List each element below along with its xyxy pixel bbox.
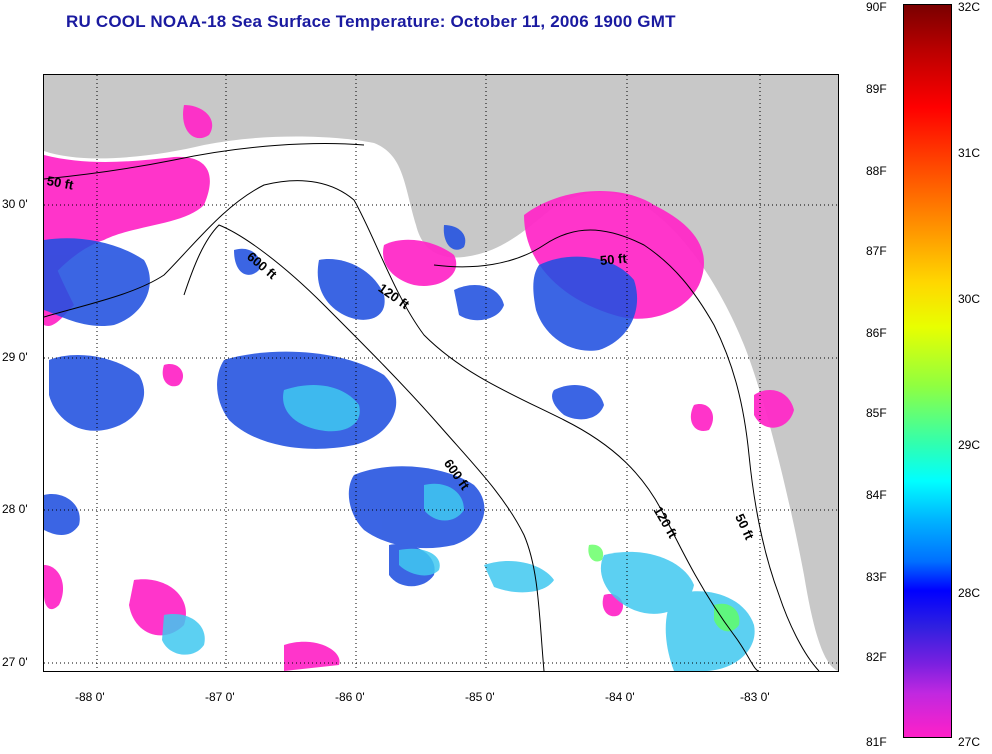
- colorbar-f-88: 88F: [866, 164, 887, 178]
- colorbar-f-81: 81F: [866, 735, 887, 749]
- lon-label-87: -87 0': [205, 690, 235, 704]
- lon-label-84: -84 0': [605, 690, 635, 704]
- colorbar: [903, 4, 952, 738]
- colorbar-c-28: 28C: [958, 586, 981, 600]
- colorbar-f-85: 85F: [866, 406, 887, 420]
- contour-label-50ft-east: 50 ft: [599, 250, 628, 268]
- colorbar-f-84: 84F: [866, 488, 887, 502]
- colorbar-f-89: 89F: [866, 82, 887, 96]
- lon-label-88: -88 0': [75, 690, 105, 704]
- chart-title: RU COOL NOAA-18 Sea Surface Temperature:…: [66, 12, 676, 31]
- lat-label-28: 28 0': [2, 502, 28, 516]
- contour-120ft: [44, 180, 760, 671]
- lat-label-29: 29 0': [2, 350, 28, 364]
- sst-29c-patches: [162, 385, 755, 671]
- contour-50ft-east: [433, 229, 820, 671]
- graticule: [44, 75, 838, 671]
- colorbar-f-87: 87F: [866, 244, 887, 258]
- colorbar-f-86: 86F: [866, 326, 887, 340]
- lat-label-27: 27 0': [2, 655, 28, 669]
- contour-600ft: [183, 224, 545, 671]
- sst-30c-patches: [588, 544, 740, 632]
- contour-50ft-west: [44, 143, 365, 180]
- sst-map[interactable]: 50 ft 600 ft 120 ft 50 ft 600 ft 120 ft …: [43, 74, 839, 672]
- sst-map-canvas: [44, 75, 838, 671]
- colorbar-c-27: 27C: [958, 735, 981, 749]
- colorbar-f-83: 83F: [866, 570, 887, 584]
- lon-label-83: -83 0': [740, 690, 770, 704]
- colorbar-c-31: 31C: [958, 146, 981, 160]
- lon-label-86: -86 0': [335, 690, 365, 704]
- colorbar-c-30: 30C: [958, 292, 981, 306]
- colorbar-f-82: 82F: [866, 650, 887, 664]
- depth-contours: [44, 143, 820, 671]
- colorbar-c-29: 29C: [958, 438, 981, 452]
- lon-label-85: -85 0': [465, 690, 495, 704]
- lat-label-30: 30 0': [2, 197, 28, 211]
- colorbar-f-90: 90F: [866, 0, 887, 14]
- colorbar-c-32: 32C: [958, 0, 981, 14]
